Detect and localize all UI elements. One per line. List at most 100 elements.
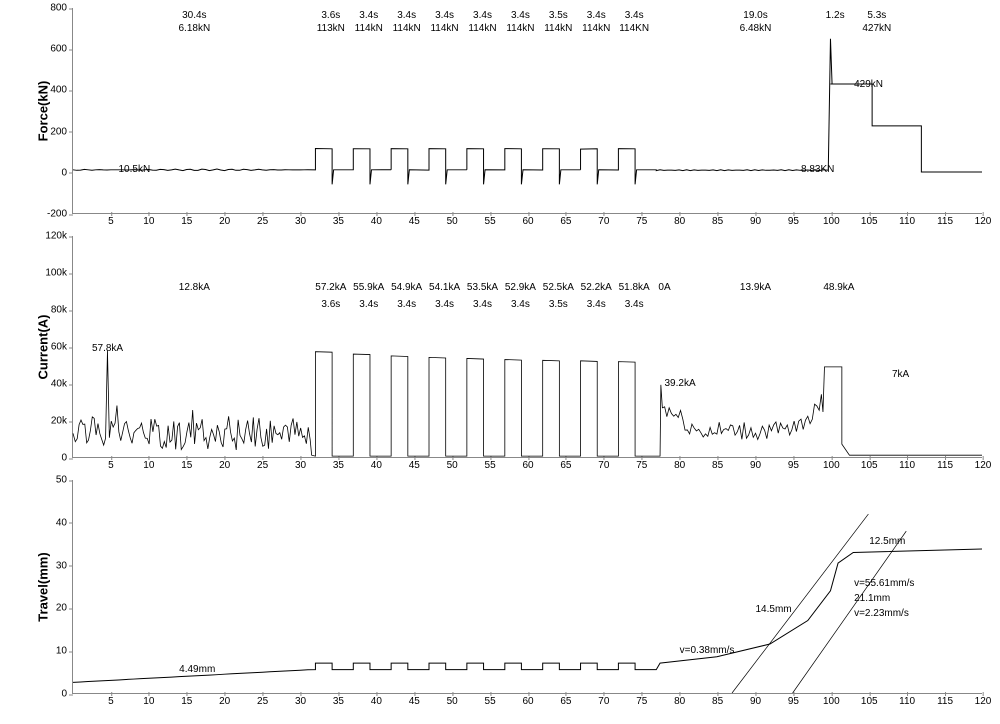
xtick: 60 (522, 460, 533, 471)
annotation: 3.5s (549, 10, 568, 21)
xtick: 70 (598, 216, 609, 227)
annotation: 114kN (582, 23, 610, 34)
xtick: 25 (257, 216, 268, 227)
xtick: 20 (219, 216, 230, 227)
annotation: 427kN (862, 23, 891, 34)
xtick: 70 (598, 696, 609, 707)
xtick: 5 (108, 216, 114, 227)
annotation: 19.0s (743, 10, 767, 21)
annotation: 3.4s (397, 10, 416, 21)
xtick: 85 (712, 460, 723, 471)
xtick: 10 (143, 460, 154, 471)
xtick: 10 (143, 216, 154, 227)
xtick: 15 (181, 216, 192, 227)
annotation: 57.8kA (92, 343, 123, 354)
annotation: 3.4s (473, 10, 492, 21)
annotation: 114KN (619, 23, 649, 34)
plot-current: Current(A)020k40k60k80k100k120k510152025… (72, 236, 982, 458)
annotation: 3.6s (321, 10, 340, 21)
annotation: 3.4s (397, 299, 416, 310)
xtick: 20 (219, 696, 230, 707)
annotation: 3.4s (587, 299, 606, 310)
annotation: 51.8kA (619, 282, 650, 293)
xtick: 55 (485, 696, 496, 707)
annotation: 57.2kA (315, 282, 346, 293)
travel-ylabel: Travel(mm) (36, 552, 51, 621)
xtick: 45 (409, 460, 420, 471)
plot-force: Force(kN)-200020040060080051015202530354… (72, 8, 982, 214)
xtick: 75 (636, 216, 647, 227)
annotation: 8.83KN (801, 164, 834, 175)
annotation: v=2.23mm/s (854, 608, 909, 619)
annotation: 3.4s (511, 10, 530, 21)
annotation: 12.5mm (869, 536, 905, 547)
xtick: 95 (788, 216, 799, 227)
xtick: 120 (975, 696, 992, 707)
xtick: 115 (937, 216, 953, 227)
annotation: 14.5mm (756, 604, 792, 615)
panel-travel: Travel(mm)010203040505101520253035404550… (40, 480, 990, 712)
xtick: 15 (181, 460, 192, 471)
xtick: 50 (447, 696, 458, 707)
annotation: 13.9kA (740, 282, 771, 293)
annotation: 54.9kA (391, 282, 422, 293)
xtick: 5 (108, 696, 114, 707)
xtick: 65 (560, 696, 571, 707)
xtick: 65 (560, 216, 571, 227)
xtick: 30 (295, 460, 306, 471)
xtick: 90 (750, 460, 761, 471)
annotation: 3.4s (435, 299, 454, 310)
annotation: 52.5kA (543, 282, 574, 293)
xtick: 30 (295, 216, 306, 227)
xtick: 90 (750, 216, 761, 227)
xtick: 35 (333, 216, 344, 227)
panel-current: Current(A)020k40k60k80k100k120k510152025… (40, 236, 990, 476)
xtick: 105 (861, 460, 878, 471)
xtick: 40 (371, 216, 382, 227)
annotation: 3.5s (549, 299, 568, 310)
xtick: 65 (560, 460, 571, 471)
xtick: 45 (409, 216, 420, 227)
annotation: 114kN (468, 23, 496, 34)
annotation: 114kN (506, 23, 534, 34)
xtick: 75 (636, 696, 647, 707)
annotation: 3.4s (625, 299, 644, 310)
xtick: 120 (975, 216, 992, 227)
annotation: 6.48kN (740, 23, 772, 34)
xtick: 25 (257, 696, 268, 707)
xtick: 100 (823, 460, 840, 471)
annotation: 114kN (355, 23, 383, 34)
xtick: 50 (447, 216, 458, 227)
annotation: 3.4s (587, 10, 606, 21)
annotation: v=55.61mm/s (854, 578, 914, 589)
xtick: 55 (485, 216, 496, 227)
xtick: 75 (636, 460, 647, 471)
annotation: 39.2kA (665, 378, 696, 389)
trace-force (73, 8, 982, 213)
annotation: 53.5kA (467, 282, 498, 293)
xtick: 20 (219, 460, 230, 471)
xtick: 80 (674, 460, 685, 471)
xtick: 45 (409, 696, 420, 707)
annotation: 4.49mm (179, 664, 215, 675)
xtick: 110 (899, 696, 915, 707)
trace-travel (73, 480, 982, 693)
force-ylabel: Force(kN) (36, 80, 51, 141)
annotation: 3.6s (321, 299, 340, 310)
annotation: 114kN (393, 23, 421, 34)
xtick: 35 (333, 696, 344, 707)
annotation: 3.4s (359, 299, 378, 310)
xtick: 30 (295, 696, 306, 707)
xtick: 115 (937, 696, 953, 707)
annotation: 54.1kA (429, 282, 460, 293)
xtick: 40 (371, 460, 382, 471)
chart-container: Force(kN)-200020040060080051015202530354… (0, 0, 1000, 724)
annotation: 48.9kA (823, 282, 854, 293)
panel-force: Force(kN)-200020040060080051015202530354… (40, 8, 990, 232)
xtick: 100 (823, 696, 840, 707)
xtick: 115 (937, 460, 953, 471)
xtick: 110 (899, 460, 915, 471)
xtick: 40 (371, 696, 382, 707)
annotation: 113kN (317, 23, 345, 34)
xtick: 55 (485, 460, 496, 471)
